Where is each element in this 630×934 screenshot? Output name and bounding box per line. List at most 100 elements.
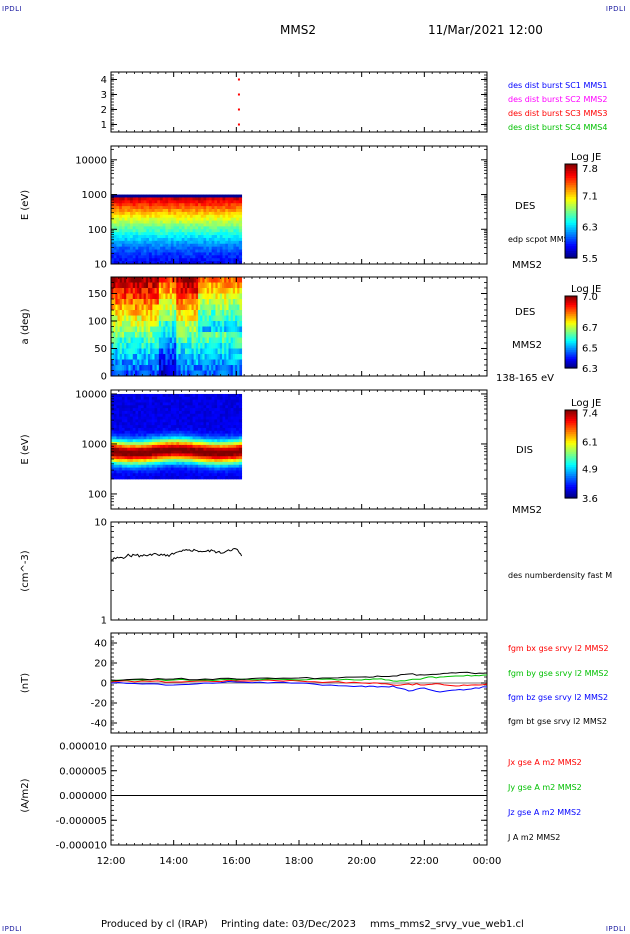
dis-energy-cell [157, 467, 161, 471]
dis-energy-cell [159, 399, 164, 403]
dis-energy-cell [173, 442, 177, 446]
des-energy-cell [214, 220, 218, 224]
des-pitch-cell [139, 277, 142, 283]
des-energy-cell [187, 200, 191, 204]
dis-energy-cell [233, 410, 237, 415]
dis-energy-cell [230, 399, 234, 403]
des-energy-cell [230, 235, 234, 239]
dis-energy-cell [176, 419, 180, 423]
des-pitch-cell [113, 321, 116, 327]
des-energy-cell [140, 252, 145, 256]
des-energy-cell [151, 200, 156, 204]
des-pitch-cell [191, 326, 195, 333]
des-energy-cell [130, 258, 134, 262]
dis-energy-cell [157, 461, 161, 466]
dis-energy-cell [238, 427, 243, 432]
des-energy-cell [154, 232, 158, 236]
dis-energy-cell [127, 399, 131, 403]
dis-energy-cell [135, 427, 139, 432]
des-pitch-cell [161, 288, 164, 294]
des-pitch-cell [189, 326, 193, 333]
des-pitch-cell [126, 370, 129, 377]
dis-energy-cell [230, 427, 234, 432]
dis-energy-cell [151, 430, 156, 435]
des-pitch-cell [156, 359, 160, 366]
des-energy-cell [206, 246, 210, 251]
des-energy-cell [157, 235, 161, 239]
des-pitch-cell [161, 321, 164, 327]
des-pitch-cell [171, 337, 175, 344]
dis-energy-cell [165, 459, 169, 463]
des-energy-cell [173, 203, 177, 207]
des-energy-cell [127, 235, 131, 239]
dis-energy-cell [154, 461, 158, 466]
dis-energy-cell [225, 444, 229, 449]
des-pitch-cell [204, 282, 208, 289]
des-pitch-cell [193, 315, 197, 322]
des-energy-cell [189, 252, 194, 256]
dis-energy-cell [121, 470, 126, 474]
des-energy-cell [119, 197, 123, 201]
des-energy-cell [214, 223, 218, 227]
des-pitch-cell [237, 354, 240, 360]
dis-energy-cell [189, 456, 194, 460]
dis-energy-cell [154, 408, 158, 412]
dis-energy-cell [130, 396, 134, 401]
dis-energy-cell [121, 402, 126, 406]
des-pitch-cell [165, 337, 169, 344]
des-energy-cell [233, 246, 237, 251]
dis-energy-cell [217, 439, 221, 443]
des-energy-cell [162, 237, 166, 242]
des-energy-cell [198, 255, 202, 259]
des-energy-cell [140, 235, 145, 239]
des-pitch-cell [113, 359, 116, 366]
dis-energy-cell [219, 476, 224, 480]
dis-energy-cell [130, 473, 134, 477]
des-pitch-cell [171, 288, 175, 294]
des-energy-cell [165, 237, 169, 242]
dis-energy-cell [236, 473, 240, 477]
des-energy-cell [135, 235, 139, 239]
des-energy-cell [151, 246, 156, 251]
des-pitch-cell [178, 299, 182, 305]
dis-energy-cell [121, 413, 126, 418]
des-pitch-cell [132, 321, 136, 327]
des-pitch-cell [228, 277, 232, 283]
des-energy-cell [165, 258, 169, 262]
dis-energy-cell [176, 456, 180, 460]
des-pitch-cell [147, 321, 151, 327]
des-energy-cell [154, 255, 158, 259]
dis-energy-cell [130, 447, 134, 452]
des-energy-cell [184, 211, 188, 216]
des-pitch-cell [215, 370, 219, 377]
des-energy-cell [219, 211, 224, 216]
des-energy-cell [159, 200, 164, 204]
des-energy-cell [184, 229, 188, 233]
dis-energy-cell [124, 473, 128, 477]
des-pitch-panel-colorbar-cell [565, 306, 577, 310]
des-pitch-cell [235, 354, 238, 360]
des-energy-cell [208, 235, 213, 239]
des-energy-cell [189, 197, 194, 201]
des-energy-cell [113, 252, 117, 256]
des-pitch-cell [115, 288, 119, 294]
dis-energy-cell [170, 399, 175, 403]
dis-energy-cell [181, 405, 185, 409]
des-pitch-cell [174, 293, 177, 300]
dis-energy-cell [146, 425, 150, 429]
des-pitch-cell [145, 304, 149, 311]
des-energy-cell [176, 258, 180, 262]
des-energy-cell [233, 220, 237, 224]
dis-energy-cell [230, 433, 234, 437]
des-pitch-cell [117, 310, 121, 316]
dis-energy-cell [121, 399, 126, 403]
des-energy-cell [225, 209, 229, 213]
des-energy-cell [165, 261, 169, 265]
dis-energy-cell [181, 416, 185, 420]
dis-energy-cell [222, 436, 226, 440]
des-pitch-cell [237, 310, 240, 316]
des-energy-cell [184, 226, 188, 230]
dis-energy-cell [121, 422, 126, 426]
dis-energy-cell [195, 467, 199, 471]
des-pitch-cell [204, 299, 208, 305]
